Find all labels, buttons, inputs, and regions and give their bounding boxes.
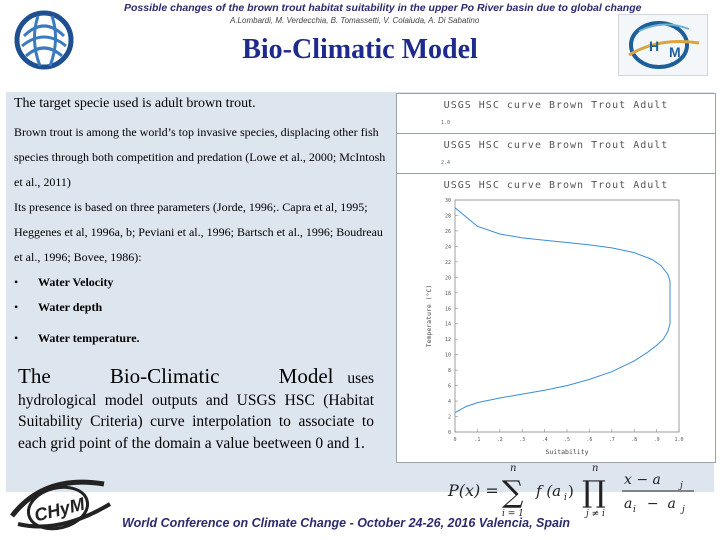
tick-label: 2.4 [441,160,451,166]
sum-lower: i = 1 [502,509,524,519]
x-tick-label: .5 [564,437,570,443]
plot-frame [454,199,680,433]
hsc-chart-card-front: USGS HSC curve Brown Trout Adult 0 .1 .2 .3… [396,173,716,463]
list-item: • Water temperature. [14,326,386,351]
fraction-numerator: x − a [624,472,661,488]
parameter-list: • Water Velocity • Water depth • Water temp… [14,270,386,351]
y-tick-label: 16 [445,306,451,312]
y-tick-label: 20 [445,275,451,281]
x-tick-label: .6 [586,437,592,443]
formula-term: f (a [535,482,561,500]
y-tick-label: 14 [445,322,451,328]
y-tick-label: 26 [445,229,451,235]
x-tick-label: .8 [631,437,637,443]
list-item: • Water depth [14,295,386,320]
product-upper: n [592,463,598,474]
fraction-denominator-sub-i: i [633,505,636,515]
x-tick-label: .2 [497,437,503,443]
parameters-paragraph: Its presence is based on three parameter… [14,200,383,264]
conference-globe-logo [10,6,80,78]
formula-lhs: P(x) = [447,481,499,500]
product-symbol-icon: ∏ [582,475,606,510]
bullet-icon: • [14,300,19,314]
y-tick-label: 10 [445,353,451,359]
formula-paren-close-icon: ) [568,482,574,500]
sum-upper: n [510,463,516,474]
fraction-denominator: a [624,496,632,512]
y-tick-label: 30 [445,198,451,204]
x-tick-label: 0 [453,437,456,443]
x-tick-label: .3 [519,437,525,443]
x-tick-label: .9 [654,437,660,443]
tick-label: 1.0 [441,120,451,126]
hsc-chart: 0.1.2.3.4.5.6.7.8.9 1.0024681012141618202… [425,198,684,456]
y-tick-label: 22 [445,260,451,266]
x-tick-label: .1 [474,437,480,443]
y-tick-label: 0 [448,430,451,436]
x-axis-label: Suitability [545,448,588,456]
x-tick-label: .7 [609,437,615,443]
fraction-denominator-mid: − a [638,496,676,512]
model-heading-words: The Bio-Climatic Model [18,364,334,388]
y-tick-label: 4 [448,399,451,405]
chym-footer-logo: CHyM [10,479,112,531]
list-item: • Water Velocity [14,270,386,295]
probability-formula: P(x) = n ∑ i = 1 f (a i ) n ∏ j ≠ i x − … [447,463,694,519]
footer-conference-text: World Conference on Climate Change - Oct… [122,516,571,530]
authors-line: A.Lombardi, M. Verdecchia, B. Tomassetti… [230,16,480,25]
hsc-chart-card-back: USGS HSC curve Brown Trout Adult 1.0 [396,93,716,139]
svg-text:H: H [649,38,659,54]
y-tick-label: 18 [445,291,451,297]
chart-title: USGS HSC curve Brown Trout Adult [443,140,669,151]
y-axis-label: Temperature (°C) [425,285,433,348]
bullet-icon: • [14,275,19,289]
fraction-denominator-sub-j: j [680,505,685,515]
slide-title: Bio-Climatic Model [242,34,478,65]
y-tick-label: 12 [445,337,451,343]
bullet-icon: • [14,331,19,345]
hsc-chart-card-middle: USGS HSC curve Brown Trout Adult 2.4 [396,133,716,175]
hsc-chart-stack: USGS HSC curve Brown Trout Adult 1.0 USG… [396,93,716,463]
y-tick-label: 8 [448,368,451,374]
model-description-rest: uses hydrological model outputs and USGS… [18,370,375,452]
x-tick-label: .4 [542,437,548,443]
header [0,0,720,88]
y-tick-label: 6 [448,384,451,390]
sum-symbol-icon: ∑ [502,475,524,510]
x-tick-label: 1.0 [674,437,683,443]
hsc-curve-line [454,207,671,414]
y-tick-label: 28 [445,213,451,219]
fraction-numerator-sub: j [678,481,683,491]
formula-term-sub: i [564,493,567,503]
presentation-title: Possible changes of the brown trout habi… [124,2,642,14]
chart-title: USGS HSC curve Brown Trout Adult [443,180,669,191]
text-column: The target specie used is adult brown tr… [14,94,386,351]
target-species-text: The target specie used is adult brown tr… [14,96,256,111]
product-lower: j ≠ i [584,509,605,519]
invasive-species-paragraph: Brown trout is among the world’s top inv… [14,125,386,189]
y-tick-label: 2 [448,415,451,421]
chym-logo: H M [618,14,708,76]
chart-title: USGS HSC curve Brown Trout Adult [443,100,669,111]
model-description: The Bio-Climatic Model uses hydrological… [18,364,375,454]
svg-text:M: M [669,44,681,60]
y-tick-label: 24 [445,244,451,250]
